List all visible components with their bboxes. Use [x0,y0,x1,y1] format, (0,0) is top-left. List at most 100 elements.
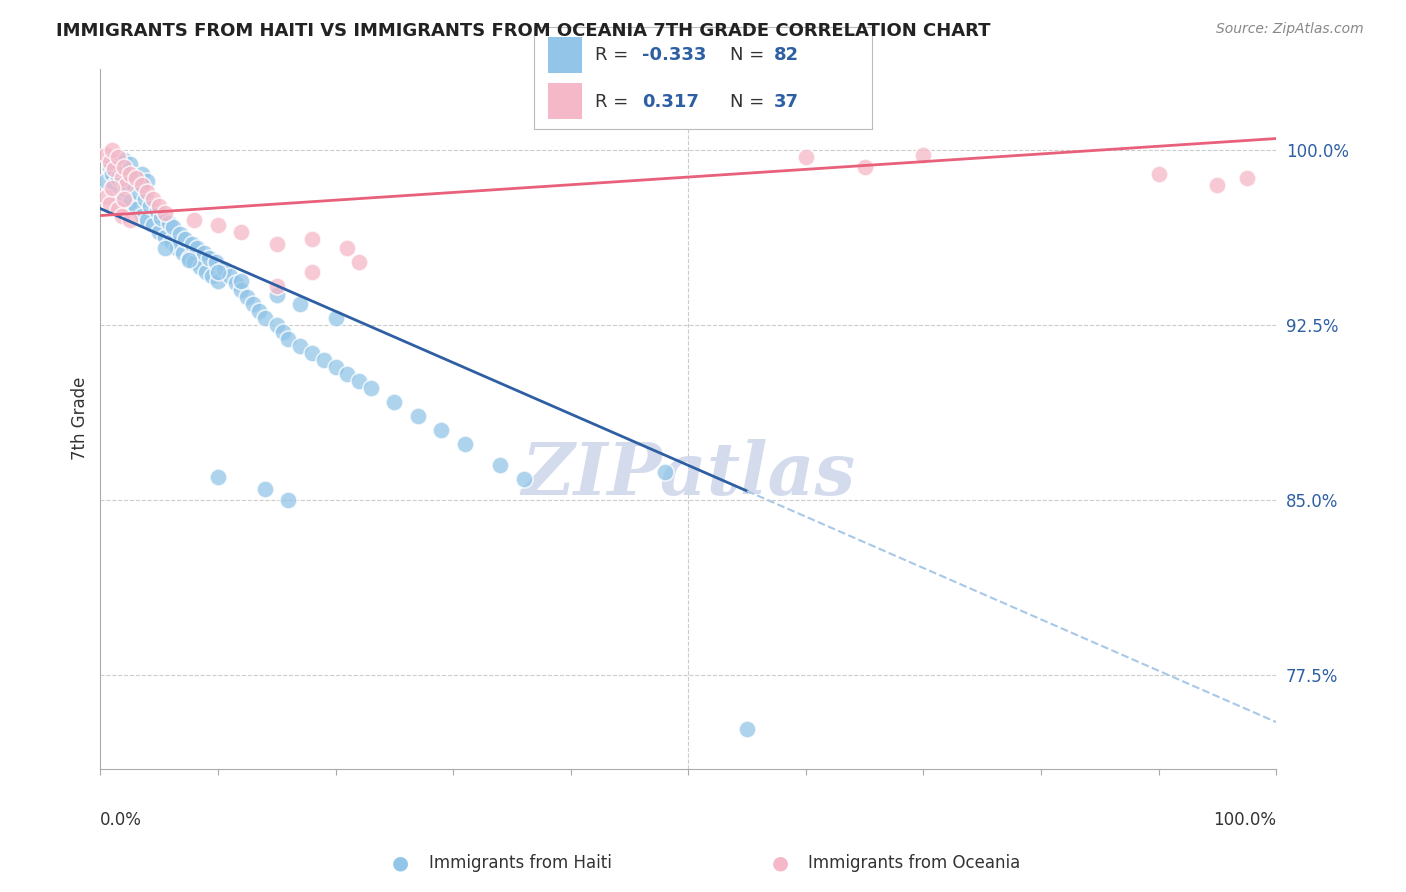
Point [131,167,153,181]
Point [207,218,229,232]
Point [236,290,259,304]
Point [98,154,121,169]
Point [242,297,264,311]
Point [107,150,129,164]
Point [183,255,205,269]
Point [136,173,159,187]
Point [107,202,129,216]
Point [169,227,191,242]
Point [162,220,184,235]
Point [301,264,323,278]
Point [118,194,141,209]
Point [654,465,676,479]
Point [150,211,173,225]
Y-axis label: 7th Grade: 7th Grade [72,377,89,460]
Point [347,255,370,269]
Point [325,360,347,375]
Point [153,241,176,255]
Point [142,218,165,232]
Point [96,173,118,187]
Point [115,164,138,178]
Point [148,199,170,213]
Point [266,278,288,293]
Point [382,395,405,409]
Point [454,437,477,451]
Point [96,148,118,162]
Text: IMMIGRANTS FROM HAITI VS IMMIGRANTS FROM OCEANIA 7TH GRADE CORRELATION CHART: IMMIGRANTS FROM HAITI VS IMMIGRANTS FROM… [56,22,991,40]
Point [201,269,224,284]
Point [134,192,156,206]
Point [172,246,194,260]
Point [266,318,288,333]
Point [794,150,817,164]
Point [336,368,359,382]
Point [186,241,208,255]
Point [174,232,197,246]
Point [207,274,229,288]
Text: -0.333: -0.333 [643,46,707,64]
Point [197,251,219,265]
Point [103,178,125,193]
Text: ZIPatlas: ZIPatlas [522,439,855,510]
Point [138,199,160,213]
Point [266,288,288,302]
Point [112,192,135,206]
Point [1236,171,1258,186]
Point [312,353,335,368]
Point [148,225,170,239]
Point [118,167,141,181]
Point [101,180,124,194]
Point [231,225,253,239]
Point [336,241,359,255]
Text: 82: 82 [773,46,799,64]
Point [118,157,141,171]
Point [207,264,229,278]
Point [153,229,176,244]
Point [853,160,876,174]
Point [735,722,758,736]
Point [146,203,169,218]
Point [112,190,135,204]
Point [277,332,299,346]
Point [489,458,512,473]
Point [290,339,312,353]
Point [118,213,141,227]
Point [512,472,534,486]
Point [1147,167,1170,181]
Point [131,209,153,223]
Point [142,192,165,206]
Point [160,234,183,248]
Point [110,209,132,223]
Point [253,482,276,496]
Point [112,153,135,167]
Point [195,264,218,278]
Point [347,374,370,388]
Point [253,311,276,326]
Point [266,236,288,251]
Text: N =: N = [730,93,770,111]
Point [127,185,149,199]
Point [193,246,215,260]
Point [325,311,347,326]
Text: Immigrants from Oceania: Immigrants from Oceania [808,855,1019,872]
Point [225,277,247,291]
Point [181,236,204,251]
Text: R =: R = [595,93,640,111]
Text: N =: N = [730,46,770,64]
Point [183,213,205,227]
Point [301,346,323,360]
Point [103,161,125,176]
Text: 37: 37 [773,93,799,111]
Point [115,183,138,197]
Point [110,171,132,186]
Point [218,269,240,284]
Point [107,154,129,169]
Point [124,171,146,186]
Text: Immigrants from Haiti: Immigrants from Haiti [429,855,612,872]
Bar [548,37,582,73]
Point [112,160,135,174]
Point [96,190,118,204]
Point [124,169,146,183]
Point [136,213,159,227]
Bar [548,83,582,119]
